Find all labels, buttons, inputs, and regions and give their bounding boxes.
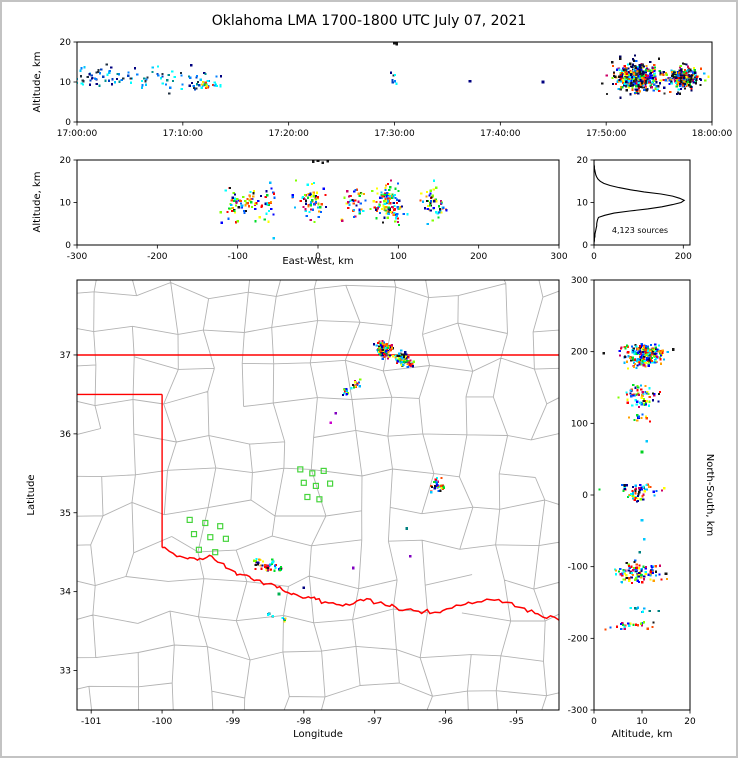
x-tick-label: -200 [147, 252, 168, 262]
x-tick-label: -98 [296, 717, 311, 727]
axis-label-east-west: East-West, km [282, 256, 354, 267]
x-tick-label: -100 [152, 717, 173, 727]
y-tick-label: 10 [60, 78, 72, 88]
x-tick-label: 10 [636, 717, 648, 727]
ns-points [598, 343, 675, 631]
source-count-annotation: 4,123 sources [611, 226, 669, 235]
y-tick-label: 10 [577, 199, 589, 209]
y-tick-label: 0 [582, 491, 588, 501]
axis-label-altitude-time-panel: Altitude, km [32, 51, 43, 113]
x-tick-label: 0 [591, 252, 597, 262]
station-marker [304, 493, 311, 501]
figure-title: Oklahoma LMA 1700-1800 UTC July 07, 2021 [211, 13, 527, 29]
x-tick-label: 17:20:00 [268, 129, 309, 139]
station-marker [300, 479, 307, 486]
x-tick-label: 20 [684, 717, 696, 727]
station-marker [207, 534, 214, 541]
map-base-layers [77, 280, 559, 710]
map-axes: -101 -100 -99 -98 -97 -96 -95 33 34 35 36 37 [60, 279, 560, 727]
x-tick-label: 100 [390, 252, 407, 262]
x-tick-label: 17:30:00 [374, 129, 415, 139]
x-tick-label: 0 [315, 252, 321, 262]
x-tick-label: -95 [509, 717, 524, 727]
time_height-axes: 17:00:00 17:10:00 17:20:00 17:30:00 17:40:00… [57, 38, 733, 139]
y-tick-label: 200 [571, 348, 588, 358]
station-marker [222, 535, 229, 542]
ew_height-axes: -300 -200 -100 0 100 200 300 0 10 20 [60, 156, 568, 262]
y-tick-label: 35 [60, 509, 71, 519]
x-tick-label: 200 [675, 252, 692, 262]
x-tick-label: 17:50:00 [586, 129, 627, 139]
y-tick-label: 10 [60, 199, 72, 209]
x-tick-label: 300 [550, 252, 567, 262]
y-tick-label: 100 [571, 419, 588, 429]
y-tick-label: 0 [65, 241, 71, 251]
x-tick-label: 17:40:00 [480, 129, 521, 139]
station-marker [327, 480, 334, 487]
x-tick-label: 200 [470, 252, 487, 262]
y-tick-label: 0 [582, 241, 588, 251]
source-histogram-line [594, 160, 686, 245]
station-marker [212, 549, 219, 556]
y-tick-label: 300 [571, 276, 588, 286]
x-tick-label: 0 [591, 717, 597, 727]
y-tick-label: -200 [568, 634, 589, 644]
station-marker [217, 523, 224, 530]
y-tick-label: 20 [60, 156, 72, 166]
county-lines [77, 280, 559, 710]
axis-label-north-south: North-South, km [704, 453, 715, 537]
x-tick-label: -100 [227, 252, 248, 262]
y-tick-label: 37 [60, 351, 71, 361]
x-tick-label: 17:10:00 [163, 129, 204, 139]
x-tick-label: -96 [438, 717, 453, 727]
hist-axes: 0 200 0 10 20 [577, 156, 693, 262]
x-tick-label: -99 [226, 717, 241, 727]
axis-label-altitude-ns-panel: Altitude, km [611, 729, 673, 740]
y-tick-label: 34 [60, 588, 72, 598]
station-marker [186, 516, 193, 524]
station-marker [297, 466, 304, 473]
x-tick-label: -101 [81, 717, 101, 727]
ew_height-points [219, 160, 448, 240]
y-tick-label: 36 [60, 430, 72, 440]
lma-stations [186, 466, 334, 556]
red-river-border [162, 546, 559, 621]
x-tick-label: -97 [367, 717, 382, 727]
y-tick-label: -300 [568, 706, 589, 716]
ns-axes: 0 10 20 300 200 100 0 -100 -200 -300 [568, 276, 696, 727]
x-tick-label: 18:00:00 [692, 129, 733, 139]
y-tick-label: 20 [60, 38, 72, 48]
station-marker [202, 519, 209, 527]
y-tick-label: 0 [65, 118, 71, 128]
station-marker [312, 482, 319, 489]
y-tick-label: 33 [60, 667, 71, 677]
map-points [252, 340, 446, 623]
y-tick-label: 20 [577, 156, 589, 166]
axis-label-longitude: Longitude [293, 729, 343, 740]
axis-label-latitude: Latitude [26, 474, 37, 516]
time_height-points [77, 42, 710, 99]
station-marker [309, 470, 316, 477]
axis-label-altitude-ew-panel: Altitude, km [32, 171, 43, 233]
y-tick-label: -100 [568, 563, 589, 573]
station-marker [316, 496, 323, 503]
x-tick-label: -300 [67, 252, 88, 262]
station-marker [320, 467, 327, 474]
station-marker [195, 546, 202, 553]
x-tick-label: 17:00:00 [57, 129, 98, 139]
station-marker [190, 530, 198, 538]
